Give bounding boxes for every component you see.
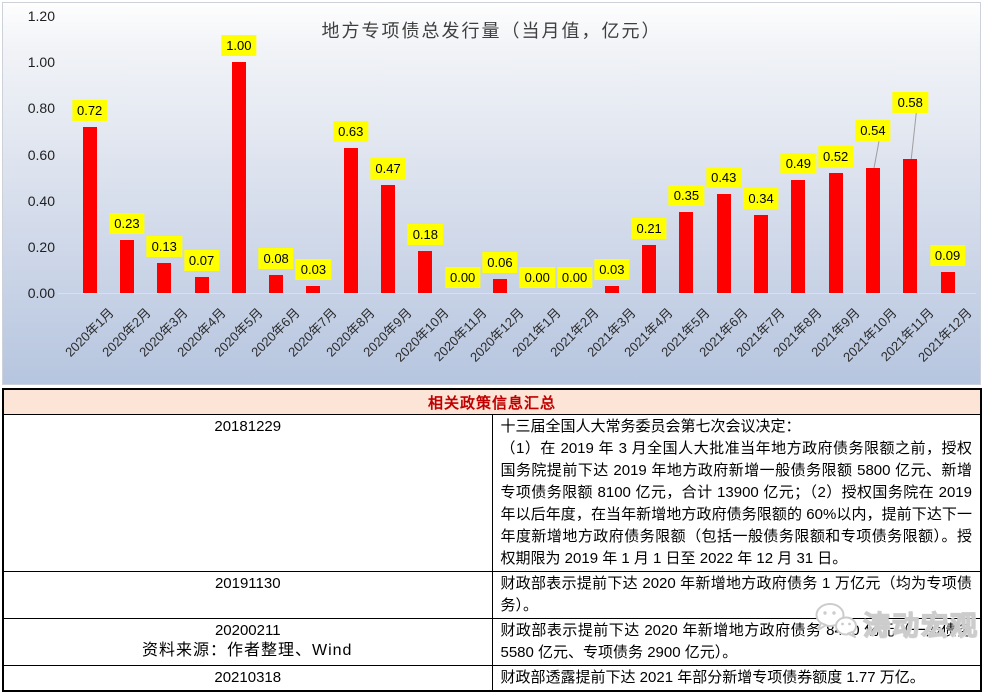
policy-text: 财政部表示提前下达 2020 年新增地方政府债务 8480 亿元（一般债务 55…: [491, 618, 982, 666]
y-axis-label: 0.40: [27, 192, 55, 209]
y-axis-label: 0.00: [27, 285, 55, 301]
policy-table-title: 相关政策信息汇总: [2, 388, 982, 415]
data-label-2020年1月: 0.72: [71, 99, 108, 121]
bar-2020年10月: [418, 251, 433, 293]
policy-date: 20210318: [2, 665, 493, 692]
data-label-2021年5月: 0.35: [668, 185, 705, 207]
bar-2021年5月: [679, 212, 694, 293]
data-label-2021年2月: 0.00: [556, 267, 593, 288]
bar-2021年10月: [865, 168, 880, 293]
bar-2020年1月: [82, 126, 97, 293]
y-axis-label: 0.20: [27, 238, 55, 255]
data-label-2020年8月: 0.63: [333, 120, 369, 142]
wechat-chat-bubbles-icon: [813, 602, 859, 645]
data-label-2020年4月: 0.07: [183, 249, 220, 271]
data-label-2021年4月: 0.21: [631, 217, 667, 239]
data-label-2021年8月: 0.49: [780, 152, 816, 174]
data-source-note: 资料来源：作者整理、Wind: [142, 642, 353, 659]
policy-row: 20181229 十三届全国人大常务委员会第七次会议决定： （1）在 2019 年…: [2, 414, 982, 572]
policy-row: 20210318 财政部透露提前下达 2021 年部分新增专项债券额度 1.77 …: [2, 665, 982, 692]
y-axis-label: 1.00: [27, 54, 55, 71]
bar-2020年5月: [231, 62, 246, 293]
y-axis-label: 0.80: [27, 100, 55, 117]
watermark-text: 涛动宏观: [862, 610, 979, 641]
bar-2021年8月: [791, 179, 806, 293]
bar-2020年9月: [381, 184, 396, 293]
bar-2021年7月: [754, 214, 769, 293]
policy-date: 20181229: [2, 414, 493, 572]
policy-text: 财政部表示提前下达 2020 年新增地方政府债务 1 万亿元（均为专项债务）。: [491, 571, 982, 619]
policy-date: 20191130: [2, 571, 493, 619]
bar-2021年12月: [940, 272, 955, 293]
data-label-2021年6月: 0.43: [706, 166, 742, 188]
data-label-2020年5月: 1.00: [221, 35, 257, 57]
data-label-2020年7月: 0.03: [295, 259, 332, 281]
bar-2020年4月: [194, 276, 209, 293]
data-label-2020年11月: 0.00: [444, 267, 481, 288]
data-label-2020年6月: 0.08: [258, 247, 294, 269]
policy-text: 十三届全国人大常务委员会第七次会议决定： （1）在 2019 年 3 月全国人大…: [491, 414, 982, 572]
bar-2020年8月: [343, 147, 358, 293]
data-label-2021年11月: 0.58: [892, 92, 928, 114]
x-axis-line: [58, 293, 976, 294]
data-label-2021年7月: 0.34: [743, 187, 779, 209]
chart-title: 地方专项债总发行量（当月值，亿元）: [321, 21, 662, 41]
data-label-2021年12月: 0.09: [929, 245, 966, 267]
bar-2021年9月: [828, 172, 843, 293]
data-label-2020年12月: 0.06: [482, 252, 518, 274]
bond-issuance-chart: 地方专项债总发行量（当月值，亿元） 1.20 1.00 0.80 0.60 0.40 0.…: [2, 2, 981, 385]
bar-2021年11月: [903, 159, 918, 293]
bar-2020年3月: [157, 262, 172, 293]
bar-2020年12月: [492, 279, 507, 293]
policy-text: 财政部透露提前下达 2021 年部分新增专项债券额度 1.77 万亿。: [491, 665, 982, 692]
bar-2020年6月: [269, 274, 284, 293]
data-label-2021年3月: 0.03: [594, 259, 630, 281]
data-label-2021年10月: 0.54: [855, 120, 891, 142]
bar-2021年6月: [716, 193, 731, 293]
policy-table-header-row: 相关政策信息汇总: [2, 388, 982, 415]
data-label-2020年2月: 0.23: [109, 212, 145, 234]
data-label-2020年9月: 0.47: [370, 157, 406, 179]
policy-row: 20200211 财政部表示提前下达 2020 年新增地方政府债务 8480 亿元…: [2, 618, 982, 666]
data-label-2021年9月: 0.52: [817, 145, 854, 167]
bar-2020年7月: [306, 286, 321, 293]
data-label-2020年3月: 0.13: [146, 235, 182, 257]
bar-2021年4月: [642, 244, 657, 293]
y-axis-label: 0.60: [27, 146, 55, 163]
bar-2020年2月: [119, 239, 134, 293]
data-label-2020年10月: 0.18: [407, 224, 443, 246]
bar-2021年3月: [604, 286, 619, 293]
policy-date: 20200211: [2, 618, 493, 666]
data-label-2021年1月: 0.00: [519, 267, 555, 288]
y-axis-label: 1.20: [27, 8, 55, 24]
watermark: 涛动宏观: [813, 602, 979, 645]
